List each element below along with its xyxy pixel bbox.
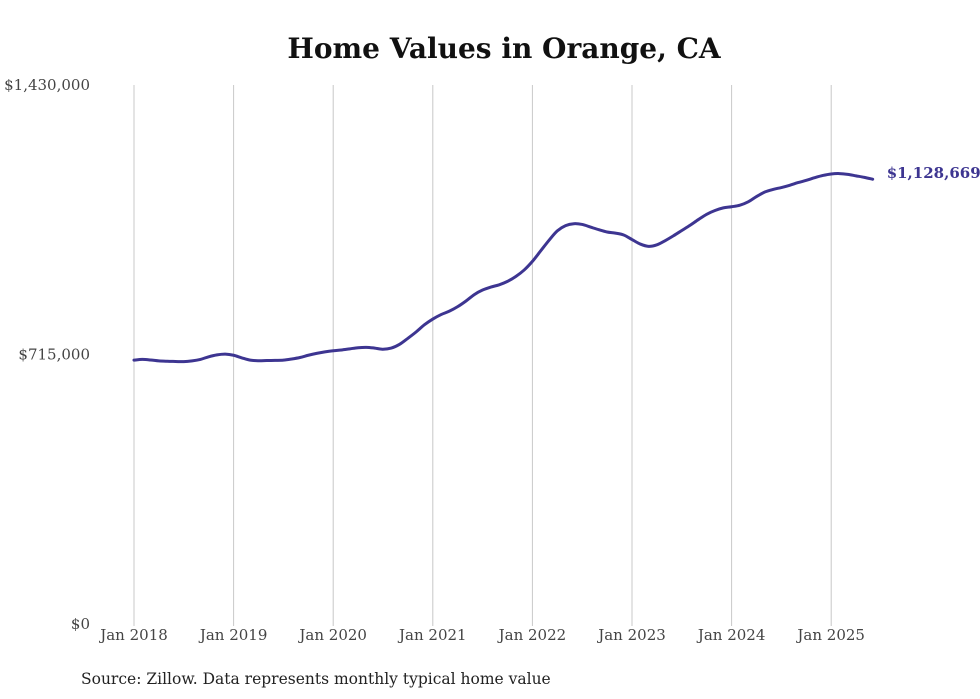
series-line: [132, 172, 875, 364]
x-tick-label: Jan 2021: [397, 626, 467, 644]
x-tick-label: Jan 2024: [696, 626, 766, 644]
x-tick-label: Jan 2023: [596, 626, 666, 644]
gridlines: [133, 85, 832, 626]
y-tick-label: $1,430,000: [4, 76, 90, 94]
x-tick-label: Jan 2022: [497, 626, 567, 644]
x-axis-tick-labels: Jan 2018 Jan 2019 Jan 2020 Jan 2021 Jan 2022…: [98, 626, 865, 644]
end-value-label: $1,128,669: [887, 164, 980, 182]
y-axis-tick-labels: $0 $715,000 $1,430,000: [4, 76, 90, 633]
y-tick-label: $0: [71, 615, 90, 633]
x-tick-label: Jan 2018: [98, 626, 168, 644]
source-note: Source: Zillow. Data represents monthly …: [81, 670, 551, 688]
chart-title: Home Values in Orange, CA: [287, 32, 721, 65]
x-tick-label: Jan 2019: [198, 626, 268, 644]
series-layer: [132, 172, 875, 364]
x-tick-label: Jan 2020: [297, 626, 367, 644]
x-tick-label: Jan 2025: [795, 626, 865, 644]
y-tick-label: $715,000: [18, 346, 90, 364]
